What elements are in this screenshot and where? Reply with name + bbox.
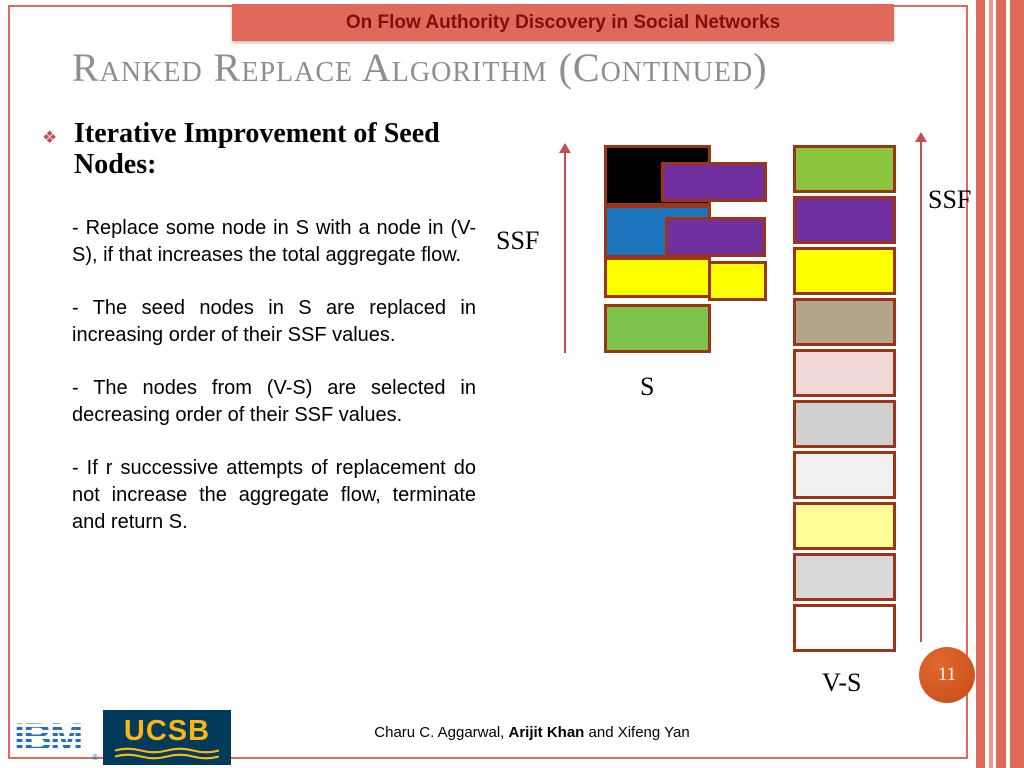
s-node-green <box>604 304 711 353</box>
presentation-title-text: On Flow Authority Discovery in Social Ne… <box>345 11 781 33</box>
ibm-logo-text: IBM <box>14 716 83 760</box>
authors-line: Charu C. Aggarwal, Arijit Khan and Xifen… <box>262 724 802 741</box>
paragraph-decreasing-order: - The nodes from (V-S) are selected in d… <box>72 377 476 426</box>
replacement-node-purple-2 <box>665 217 766 257</box>
vs-node-yellow <box>793 247 896 295</box>
s-node-yellow <box>604 257 711 298</box>
slide-title: Ranked Replace Algorithm (Continued) <box>72 45 768 90</box>
arrow-shaft <box>920 142 922 642</box>
vs-node-lightgray <box>793 451 896 499</box>
vs-node-gray-2 <box>793 553 896 601</box>
ssf-up-arrow-left <box>558 143 572 353</box>
ssf-label-left: SSF <box>496 226 540 255</box>
vs-node-pink <box>793 349 896 397</box>
arrow-head-icon <box>559 143 571 153</box>
vs-column-label: V-S <box>822 668 862 697</box>
paragraph-increasing-order: - The seed nodes in S are replaced in in… <box>72 297 476 346</box>
registered-mark-icon: ® <box>92 753 98 762</box>
ucsb-logo: UCSB <box>103 710 231 765</box>
vs-node-green <box>793 145 896 193</box>
page-number-badge: 11 <box>919 647 975 703</box>
vs-node-lightyellow <box>793 502 896 550</box>
author-highlight: Arijit Khan <box>508 724 585 741</box>
replacement-node-yellow <box>708 261 767 301</box>
arrow-head-icon <box>915 132 927 142</box>
bullet-heading: Iterative Improvement of Seed Nodes: <box>74 118 440 181</box>
body-text-block: - Replace some node in S with a node in … <box>72 215 476 562</box>
bullet-diamond-icon: ❖ <box>42 128 58 147</box>
ssf-up-arrow-right <box>914 132 928 642</box>
vs-column <box>793 145 896 655</box>
author-prefix: Charu C. Aggarwal, <box>374 724 509 741</box>
right-edge-stripes <box>976 0 1024 768</box>
vs-node-purple <box>793 196 896 244</box>
ssf-label-right: SSF <box>928 185 972 214</box>
presentation-title-banner: On Flow Authority Discovery in Social Ne… <box>232 4 894 41</box>
author-suffix: and Xifeng Yan <box>584 724 690 741</box>
replacement-node-purple-1 <box>661 162 767 202</box>
s-column-label: S <box>640 372 655 401</box>
paragraph-termination-rule: - If r successive attempts of replacemen… <box>72 457 476 533</box>
ucsb-wave-icon <box>115 747 219 759</box>
vs-node-white <box>793 604 896 652</box>
ibm-logo: IBM ® <box>14 716 100 762</box>
arrow-shaft <box>564 153 566 353</box>
paragraph-replace-rule: - Replace some node in S with a node in … <box>72 217 476 266</box>
page-number: 11 <box>937 664 957 685</box>
ucsb-logo-text: UCSB <box>123 714 211 747</box>
vs-node-gray <box>793 400 896 448</box>
vs-node-tan <box>793 298 896 346</box>
